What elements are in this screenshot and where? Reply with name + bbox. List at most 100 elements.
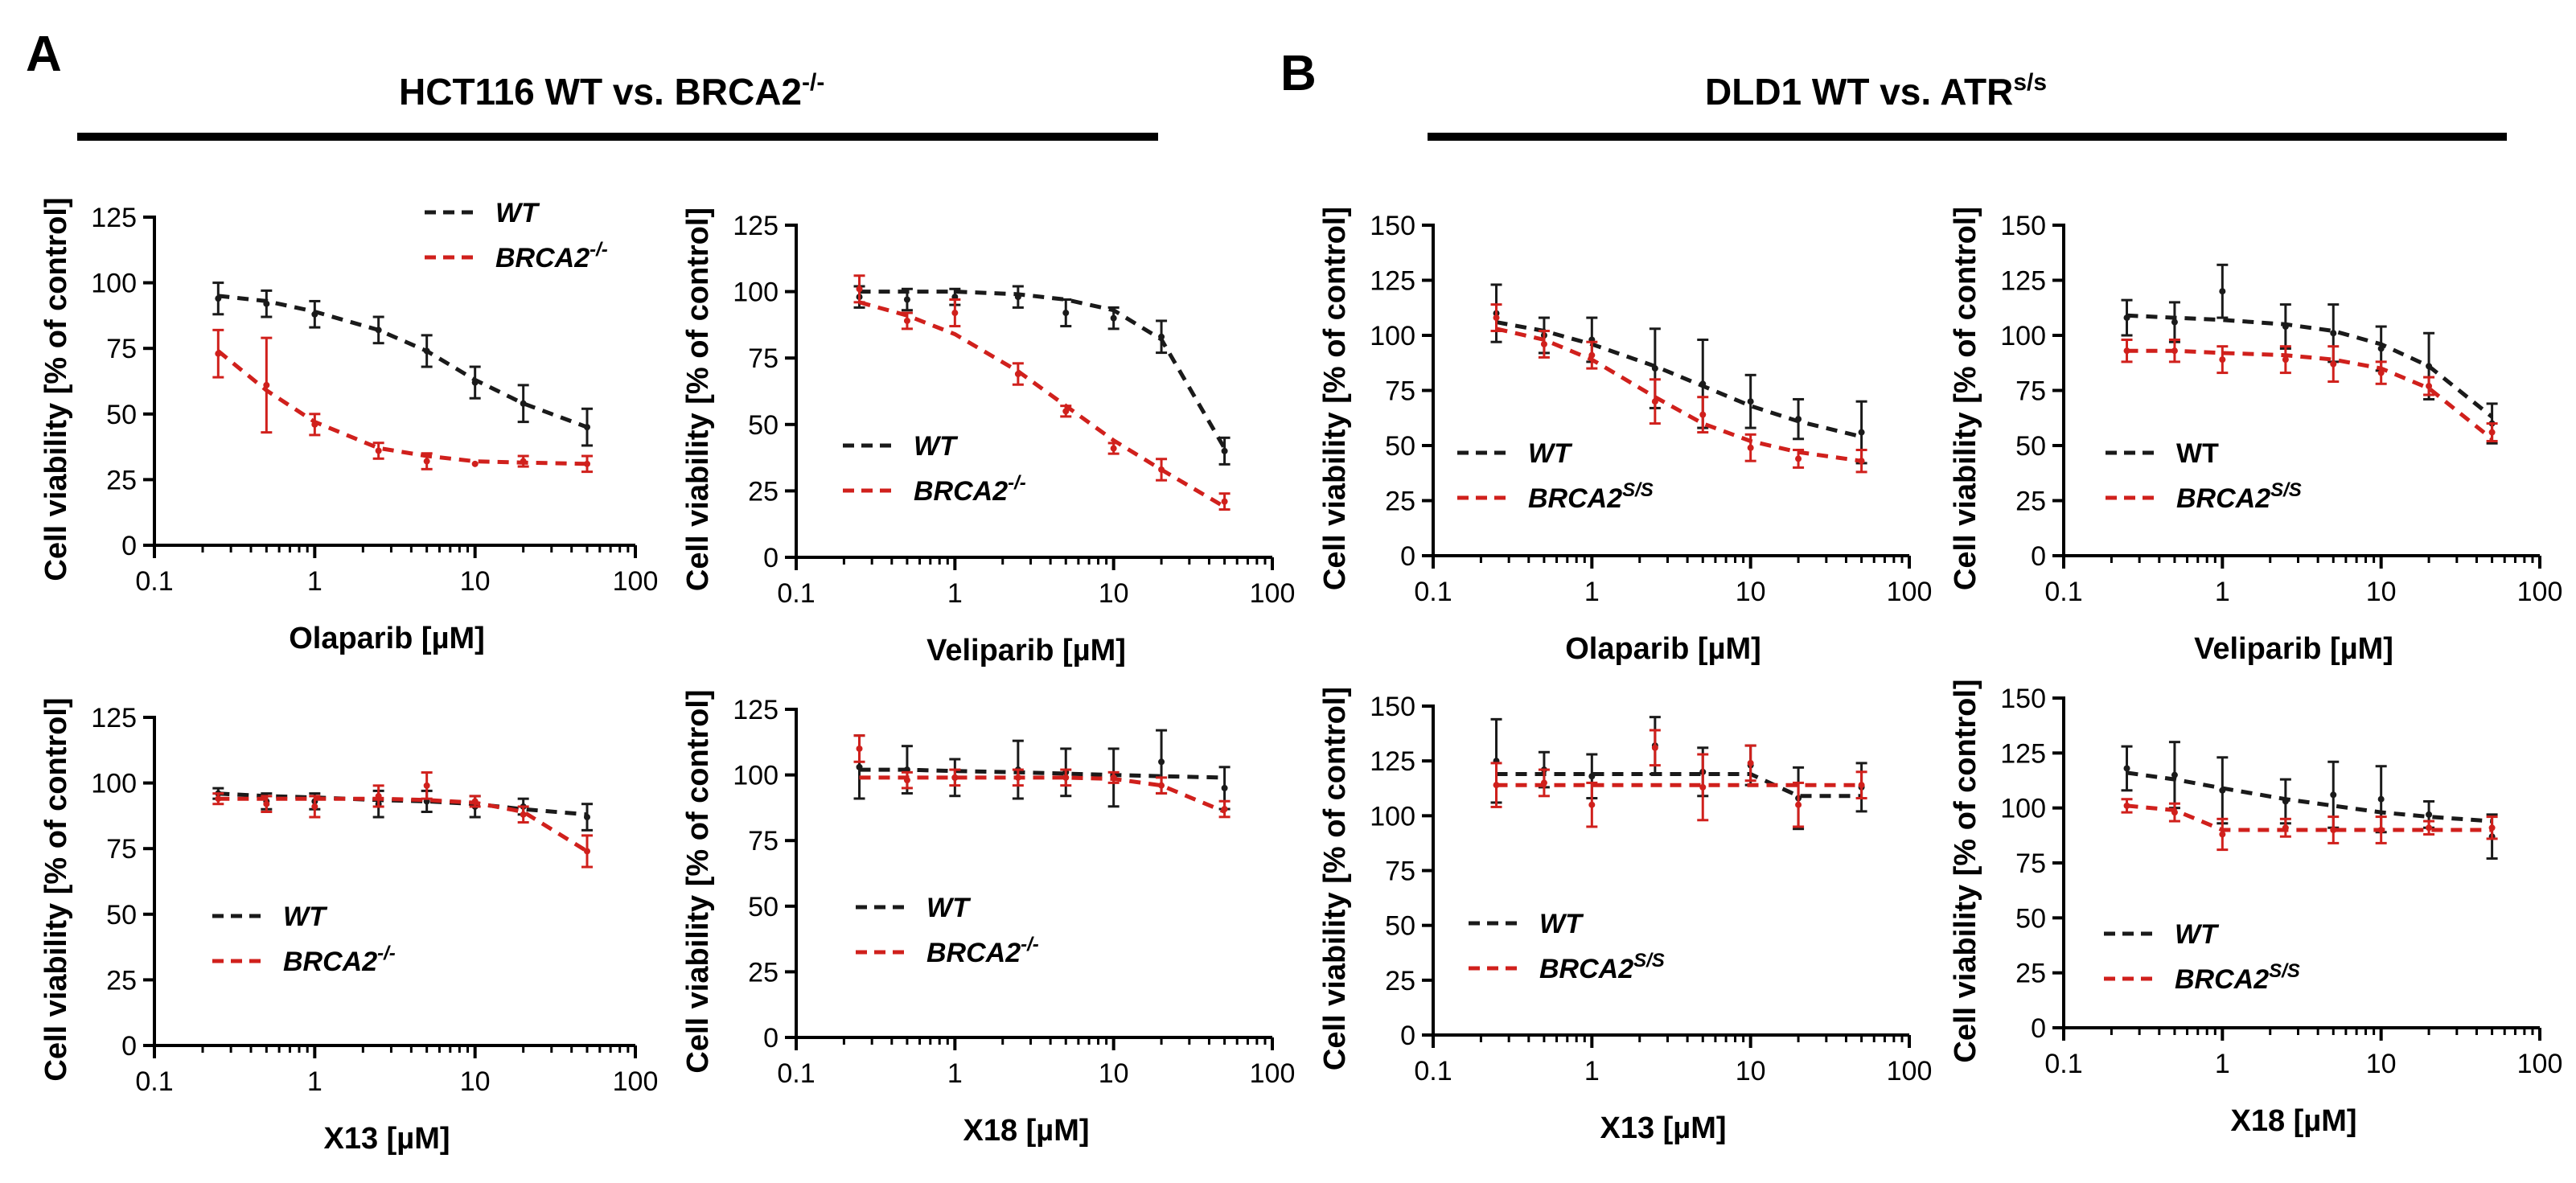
- data-point: [1110, 445, 1117, 452]
- data-point: [1221, 784, 1228, 791]
- data-point: [2282, 323, 2289, 331]
- data-point: [2171, 771, 2178, 778]
- y-tick-label: 75: [748, 826, 779, 856]
- data-point: [2282, 824, 2289, 832]
- fit-curve: [218, 294, 588, 429]
- data-point: [1699, 411, 1707, 418]
- x-tick-label: 1: [307, 566, 323, 597]
- data-point: [856, 763, 863, 770]
- x-tick-label: 10: [1099, 1058, 1129, 1089]
- data-point: [1110, 774, 1117, 781]
- y-tick-label: 100: [2000, 794, 2046, 824]
- legend-label-superscript: -/-: [377, 943, 396, 964]
- chart-a1: 0 25 50 75 100 125 0.1 1 10 100 Olaparib [µM] Cell …: [39, 197, 658, 655]
- data-point: [520, 458, 527, 465]
- y-tick-label: 75: [748, 343, 779, 374]
- data-point: [1858, 458, 1865, 465]
- data-point: [583, 814, 590, 821]
- y-axis-label: Cell viability [% of control]: [681, 207, 715, 591]
- y-tick-label: 125: [733, 695, 779, 725]
- x-tick-label: 100: [1887, 1056, 1933, 1086]
- data-point: [311, 310, 318, 318]
- data-point: [1158, 466, 1165, 473]
- data-point: [2377, 345, 2385, 352]
- data-point: [1014, 371, 1021, 378]
- legend: WT BRCA2S/S: [2104, 919, 2300, 995]
- data-point: [1062, 408, 1070, 415]
- fit-curve: [2126, 770, 2492, 824]
- fit-curve: [2126, 348, 2494, 441]
- data-point: [1221, 806, 1228, 813]
- legend-label: BRCA2-/-: [926, 934, 1039, 968]
- y-tick-label: 25: [2015, 959, 2046, 989]
- y-tick-label: 0: [1400, 541, 1415, 572]
- data-point: [263, 300, 270, 307]
- x-tick-label: 1: [1584, 577, 1600, 607]
- x-axis-label: Veliparib [µM]: [2194, 632, 2393, 666]
- y-tick-label: 150: [2000, 211, 2046, 241]
- panel-a-title: HCT116 WT vs. BRCA2-/-: [399, 69, 824, 113]
- data-point: [2171, 318, 2178, 326]
- legend-label-text: BRCA2: [283, 947, 377, 977]
- fit-curve: [858, 300, 1226, 509]
- series-mutant: [1490, 729, 1867, 828]
- legend-label: BRCA2-/-: [283, 943, 396, 977]
- data-point: [2330, 791, 2337, 799]
- y-tick-label: 125: [1370, 266, 1415, 297]
- legend-label-superscript: -/-: [1008, 472, 1026, 494]
- legend-label: WT: [283, 902, 328, 932]
- data-point: [520, 400, 527, 407]
- x-axis-label: Olaparib [µM]: [289, 622, 485, 655]
- legend-label-text: BRCA2: [495, 243, 590, 273]
- x-tick-label: 0.1: [2044, 1049, 2082, 1079]
- y-tick-label: 25: [748, 957, 779, 988]
- x-axis-label: X13 [µM]: [1600, 1111, 1726, 1145]
- y-tick-label: 25: [2015, 487, 2046, 517]
- legend-label: WT: [1539, 909, 1584, 939]
- legend-label-text: WT: [2175, 919, 2220, 950]
- legend-label-text: BRCA2: [1539, 954, 1633, 984]
- legend-label: BRCA2-/-: [495, 239, 608, 273]
- data-point: [1062, 774, 1070, 781]
- fit-curve: [218, 791, 588, 817]
- legend-label-text: BRCA2: [2175, 964, 2269, 995]
- y-tick-label: 100: [1370, 801, 1415, 832]
- series-wt: [2121, 263, 2498, 445]
- legend-label-text: WT: [283, 902, 328, 932]
- legend-label-text: WT: [495, 198, 540, 228]
- data-point: [520, 811, 527, 818]
- data-point: [2123, 314, 2130, 322]
- y-tick-label: 150: [1370, 211, 1415, 241]
- y-tick-label: 50: [1385, 431, 1415, 462]
- y-tick-label: 150: [1370, 692, 1415, 722]
- data-point: [423, 782, 430, 789]
- fit-curve: [1495, 327, 1862, 463]
- y-tick-label: 50: [106, 900, 137, 930]
- y-tick-label: 50: [748, 892, 779, 922]
- data-point: [471, 798, 479, 805]
- x-tick-label: 100: [613, 1066, 659, 1097]
- data-point: [1221, 447, 1228, 454]
- legend-label-superscript: -/-: [590, 239, 608, 261]
- legend-label: WT: [926, 893, 972, 923]
- data-point: [2426, 811, 2433, 818]
- data-point: [2219, 787, 2226, 794]
- x-tick-label: 100: [2517, 577, 2563, 607]
- data-point: [2488, 824, 2496, 832]
- x-tick-label: 100: [2517, 1049, 2563, 1079]
- data-point: [1221, 498, 1228, 505]
- x-axis-label: Veliparib [µM]: [926, 634, 1126, 667]
- y-axis-label: Cell viability [% of control]: [39, 697, 73, 1081]
- legend-label: WT: [1528, 438, 1573, 469]
- data-point: [1651, 398, 1658, 405]
- legend-label-superscript: S/S: [1622, 479, 1654, 501]
- legend-label-text: WT: [914, 431, 959, 462]
- legend-label-text: BRCA2: [914, 476, 1008, 507]
- data-point: [1747, 444, 1754, 451]
- legend-label-superscript: -/-: [1021, 934, 1039, 955]
- panel-b-letter: B: [1280, 46, 1317, 101]
- fit-curve: [1496, 772, 1862, 799]
- x-tick-label: 100: [613, 566, 659, 597]
- fit-curve: [2126, 803, 2492, 832]
